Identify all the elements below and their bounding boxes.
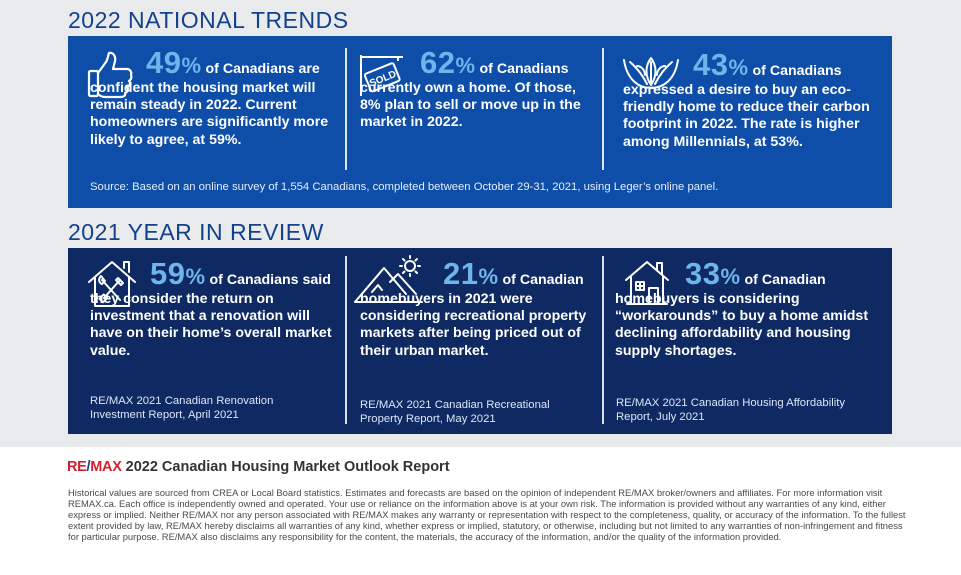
report-citation: RE/MAX 2021 Canadian Recreational Proper… — [360, 399, 550, 425]
mountain-sun-icon — [352, 254, 432, 311]
stat-description: of Canadians expressed a desire to buy a… — [623, 63, 870, 150]
percent-value: 33% — [685, 256, 741, 291]
remax-logo: RE/MAX — [67, 459, 122, 475]
national-trends-title: 2022 NATIONAL TRENDS — [68, 7, 349, 33]
national-trends-panel: 49% of Canadians are confident the housi… — [68, 36, 892, 208]
thumbs-up-icon — [86, 50, 134, 105]
legal-disclaimer: Historical values are sourced from CREA … — [68, 487, 906, 543]
stat-description: of Canadian homebuyers in 2021 were cons… — [360, 272, 587, 359]
leaf-bowl-icon — [621, 54, 681, 97]
percent-value: 62% — [420, 45, 476, 80]
stat-description: of Canadians currently own a home. Of th… — [360, 61, 581, 131]
column-divider — [345, 256, 347, 424]
column-divider — [345, 48, 347, 170]
stat-description: of Canadians said they consider the retu… — [90, 272, 332, 359]
report-citation: RE/MAX 2021 Canadian Renovation Investme… — [90, 395, 274, 421]
year-in-review-panel: 59% of Canadians said they consider the … — [68, 248, 892, 434]
footer: RE/MAX 2022 Canadian Housing Market Outl… — [0, 447, 961, 575]
column-divider — [602, 48, 604, 170]
percent-value: 49% — [146, 45, 202, 80]
survey-source: Source: Based on an online survey of 1,5… — [90, 181, 719, 193]
report-citation: RE/MAX 2021 Canadian Housing Affordabili… — [616, 397, 846, 423]
review-stat-workarounds: 33% of Canadian homebuyers is considerin… — [603, 248, 892, 434]
percent-value: 59% — [150, 256, 206, 291]
national-stat-ownership: SOLD 62% of Canadians currently own a ho… — [346, 36, 602, 208]
house-icon — [623, 258, 671, 313]
percent-value: 21% — [443, 256, 499, 291]
percent-value: 43% — [693, 47, 749, 82]
column-divider — [602, 256, 604, 424]
review-stat-recreational: 21% of Canadian homebuyers in 2021 were … — [346, 248, 602, 434]
stat-description: of Canadians are confident the housing m… — [90, 61, 329, 148]
review-stat-renovation: 59% of Canadians said they consider the … — [68, 248, 344, 434]
national-stat-confidence: 49% of Canadians are confident the housi… — [68, 36, 344, 208]
house-tools-icon — [86, 258, 138, 315]
sold-sign-icon: SOLD — [358, 52, 406, 103]
report-title: 2022 Canadian Housing Market Outlook Rep… — [125, 459, 450, 475]
year-in-review-title: 2021 YEAR IN REVIEW — [68, 219, 324, 245]
stat-description: of Canadian homebuyers is considering “w… — [615, 272, 869, 359]
national-stat-eco-friendly: 43% of Canadians expressed a desire to b… — [603, 36, 892, 208]
